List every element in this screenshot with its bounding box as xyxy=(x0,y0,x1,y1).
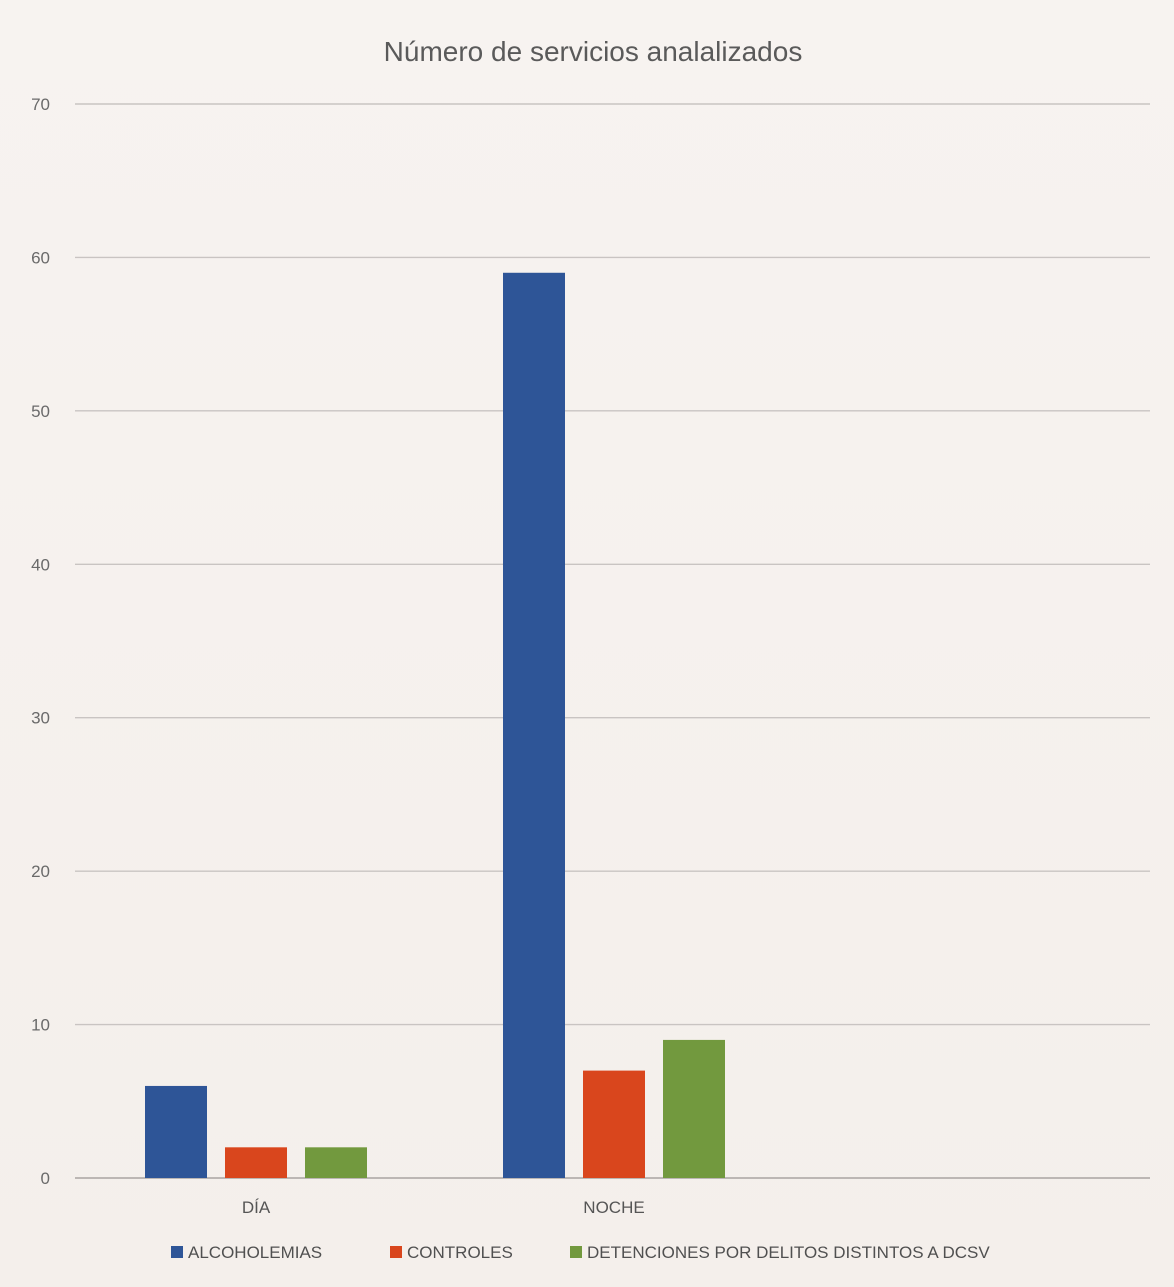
y-tick-label: 0 xyxy=(41,1169,50,1188)
y-axis-ticks: 0 10 20 30 40 50 60 70 xyxy=(31,95,50,1188)
legend-swatch xyxy=(390,1246,402,1258)
bar-controles-0 xyxy=(225,1147,287,1178)
legend-swatch xyxy=(570,1246,582,1258)
legend-label: DETENCIONES POR DELITOS DISTINTOS A DCSV xyxy=(587,1243,990,1262)
bar-alcoholemias-1 xyxy=(503,272,565,1178)
y-tick-label: 40 xyxy=(31,555,50,574)
y-tick-label: 30 xyxy=(31,709,50,728)
legend-label: CONTROLES xyxy=(407,1243,513,1262)
bar-controles-1 xyxy=(583,1070,645,1178)
x-category-label: NOCHE xyxy=(583,1198,644,1217)
legend: ALCOHOLEMIAS CONTROLES DETENCIONES POR DEL… xyxy=(171,1243,990,1262)
y-tick-label: 70 xyxy=(31,95,50,114)
bars xyxy=(145,272,725,1178)
x-axis-categories: DÍA NOCHE xyxy=(242,1198,645,1217)
bar-detenciones-1 xyxy=(663,1039,725,1178)
y-tick-label: 50 xyxy=(31,402,50,421)
chart-title: Número de servicios analalizados xyxy=(384,36,803,67)
legend-label: ALCOHOLEMIAS xyxy=(188,1243,322,1262)
x-category-label: DÍA xyxy=(242,1198,271,1217)
legend-swatch xyxy=(171,1246,183,1258)
y-tick-label: 20 xyxy=(31,862,50,881)
y-tick-label: 60 xyxy=(31,248,50,267)
gridlines xyxy=(75,103,1150,1179)
bar-alcoholemias-0 xyxy=(145,1085,207,1178)
y-tick-label: 10 xyxy=(31,1016,50,1035)
bar-detenciones-0 xyxy=(305,1147,367,1178)
